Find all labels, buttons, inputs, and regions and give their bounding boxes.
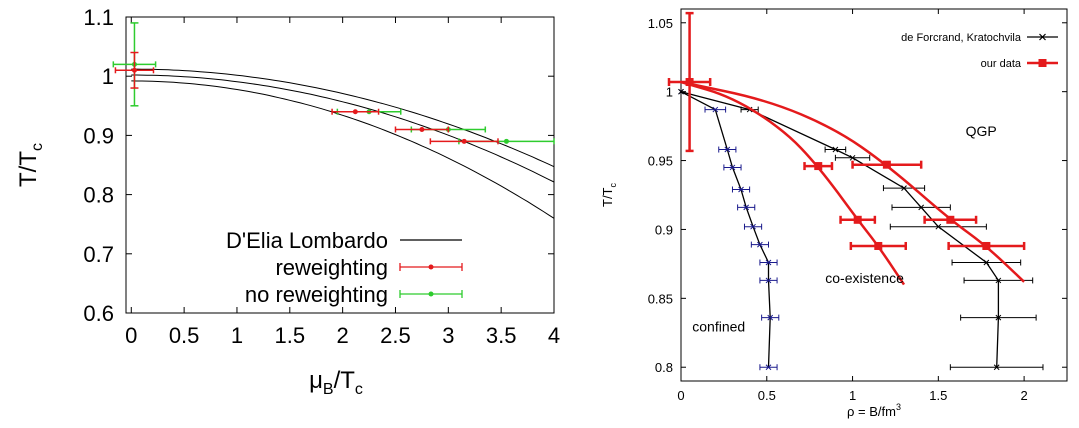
right-region-labels: QGP co-existence confined — [692, 123, 997, 335]
left-x-tick-label: 3 — [442, 323, 454, 348]
right-legend-label: de Forcrand, Kratochvila — [901, 32, 1022, 44]
left-y-tick-label: 0.6 — [83, 301, 114, 326]
right-qgp-branch-marker — [901, 185, 907, 191]
right-y-tick-label: 0.85 — [648, 291, 673, 306]
right-y-tick-label: 0.8 — [655, 360, 673, 375]
right-plot-area — [667, 11, 1044, 371]
right-confined-branch-marker — [738, 186, 744, 193]
right-x-tick-label: 1.5 — [929, 388, 947, 403]
left-y-ticks: 0.6 0.7 0.8 0.9 1 1.1 — [83, 5, 554, 326]
right-red-marker — [882, 160, 891, 169]
right-qgp-branch-marker — [995, 277, 1002, 284]
right-confined-branch-marker — [724, 146, 731, 153]
left-x-tick-label: 0.5 — [169, 323, 200, 348]
left-data-point — [503, 138, 509, 144]
left-legend-label: no reweighting — [245, 282, 388, 307]
right-confined-branch-marker — [765, 259, 772, 266]
right-red-marker — [685, 78, 694, 87]
right-qgp-branch-marker — [849, 154, 856, 161]
right-region-label: co-existence — [825, 270, 904, 286]
left-curve — [131, 80, 555, 219]
left-legend-label: reweighting — [275, 255, 388, 280]
left-data-point — [461, 138, 467, 144]
right-confined-branch-marker — [757, 241, 763, 248]
right-red-marker — [814, 162, 823, 171]
right-legend-label: our data — [981, 58, 1022, 70]
right-legend: de Forcrand, Kratochvila our data — [901, 32, 1058, 70]
right-x-ticks: 0 0.5 1 1.5 2 — [677, 9, 1028, 403]
left-x-tick-label: 1 — [231, 323, 243, 348]
right-y-ticks: 0.8 0.85 0.9 0.95 1 1.05 — [648, 16, 1067, 375]
left-curve — [131, 74, 555, 183]
left-x-tick-label: 0 — [125, 323, 137, 348]
left-chart: 0 0.5 1 1.5 2 2.5 3 3.5 4 0.6 0.7 0.8 0.9 1 1.1 μB/Tc… — [15, 5, 560, 398]
right-red-curve — [680, 80, 906, 286]
right-region-label: confined — [692, 318, 745, 334]
right-y-tick-label: 0.95 — [648, 154, 673, 169]
left-data-point — [131, 67, 137, 73]
left-plot-area — [112, 22, 555, 219]
right-y-axis-label: T/Tc — [600, 183, 618, 208]
right-confined-branch-marker — [765, 364, 772, 371]
right-qgp-branch-marker — [995, 314, 1002, 321]
right-confined-branch-marker — [712, 106, 719, 113]
left-y-tick-label: 0.7 — [83, 242, 114, 267]
right-chart: 0 0.5 1 1.5 2 0.8 0.85 0.9 0.95 1 1.05 QGP co-exis… — [600, 8, 1068, 419]
left-x-axis-label: μB/Tc — [309, 367, 363, 398]
right-legend-marker — [1038, 59, 1047, 67]
left-plot-frame — [125, 16, 555, 314]
right-y-tick-label: 1 — [666, 85, 673, 100]
left-x-tick-label: 3.5 — [486, 323, 517, 348]
right-confined-branch-marker — [729, 164, 736, 171]
right-confined-branch-line — [680, 91, 771, 368]
right-qgp-branch-marker — [935, 223, 942, 230]
right-confined-branch-marker — [767, 314, 774, 321]
right-qgp-branch-marker — [918, 204, 925, 211]
left-legend-label: D'Elia Lombardo — [226, 228, 388, 253]
left-y-tick-label: 1 — [102, 64, 114, 89]
left-y-tick-label: 0.9 — [83, 123, 114, 148]
right-qgp-branch-marker — [832, 146, 839, 153]
right-qgp-branch-marker — [678, 88, 684, 95]
left-x-tick-label: 2 — [337, 323, 349, 348]
right-confined-branch-marker — [750, 223, 756, 230]
right-red-marker — [874, 241, 883, 250]
right-red-curve — [680, 80, 1025, 283]
left-x-tick-label: 4 — [548, 323, 560, 348]
right-legend-marker — [1039, 33, 1046, 41]
left-x-tick-label: 1.5 — [275, 323, 306, 348]
right-red-marker — [946, 215, 955, 224]
right-qgp-branch-marker — [993, 364, 1000, 371]
right-qgp-branch-marker — [983, 259, 990, 266]
right-x-tick-label: 0.5 — [758, 388, 776, 403]
left-data-point — [419, 126, 425, 132]
left-y-tick-label: 0.8 — [83, 183, 114, 208]
left-x-ticks: 0 0.5 1 1.5 2 2.5 3 3.5 4 — [125, 17, 560, 348]
right-x-tick-label: 1 — [849, 388, 856, 403]
left-legend-marker — [428, 264, 434, 270]
right-confined-branch-marker — [743, 204, 750, 211]
right-region-label: QGP — [966, 123, 997, 139]
left-y-axis-label: T/Tc — [15, 143, 46, 187]
right-plot-frame — [680, 8, 1068, 382]
left-curve — [131, 68, 555, 168]
right-red-marker — [853, 215, 862, 224]
right-x-tick-label: 2 — [1020, 388, 1027, 403]
left-x-tick-label: 2.5 — [380, 323, 411, 348]
right-x-tick-label: 0 — [677, 388, 684, 403]
right-red-marker — [982, 241, 991, 250]
left-legend-marker — [428, 291, 434, 297]
right-y-tick-label: 1.05 — [648, 16, 673, 31]
right-confined-branch-marker — [765, 277, 772, 284]
right-y-tick-label: 0.9 — [655, 222, 673, 237]
left-y-tick-label: 1.1 — [83, 5, 114, 30]
left-data-point — [352, 109, 358, 115]
right-x-axis-label: ρ = B/fm3 — [847, 402, 901, 419]
